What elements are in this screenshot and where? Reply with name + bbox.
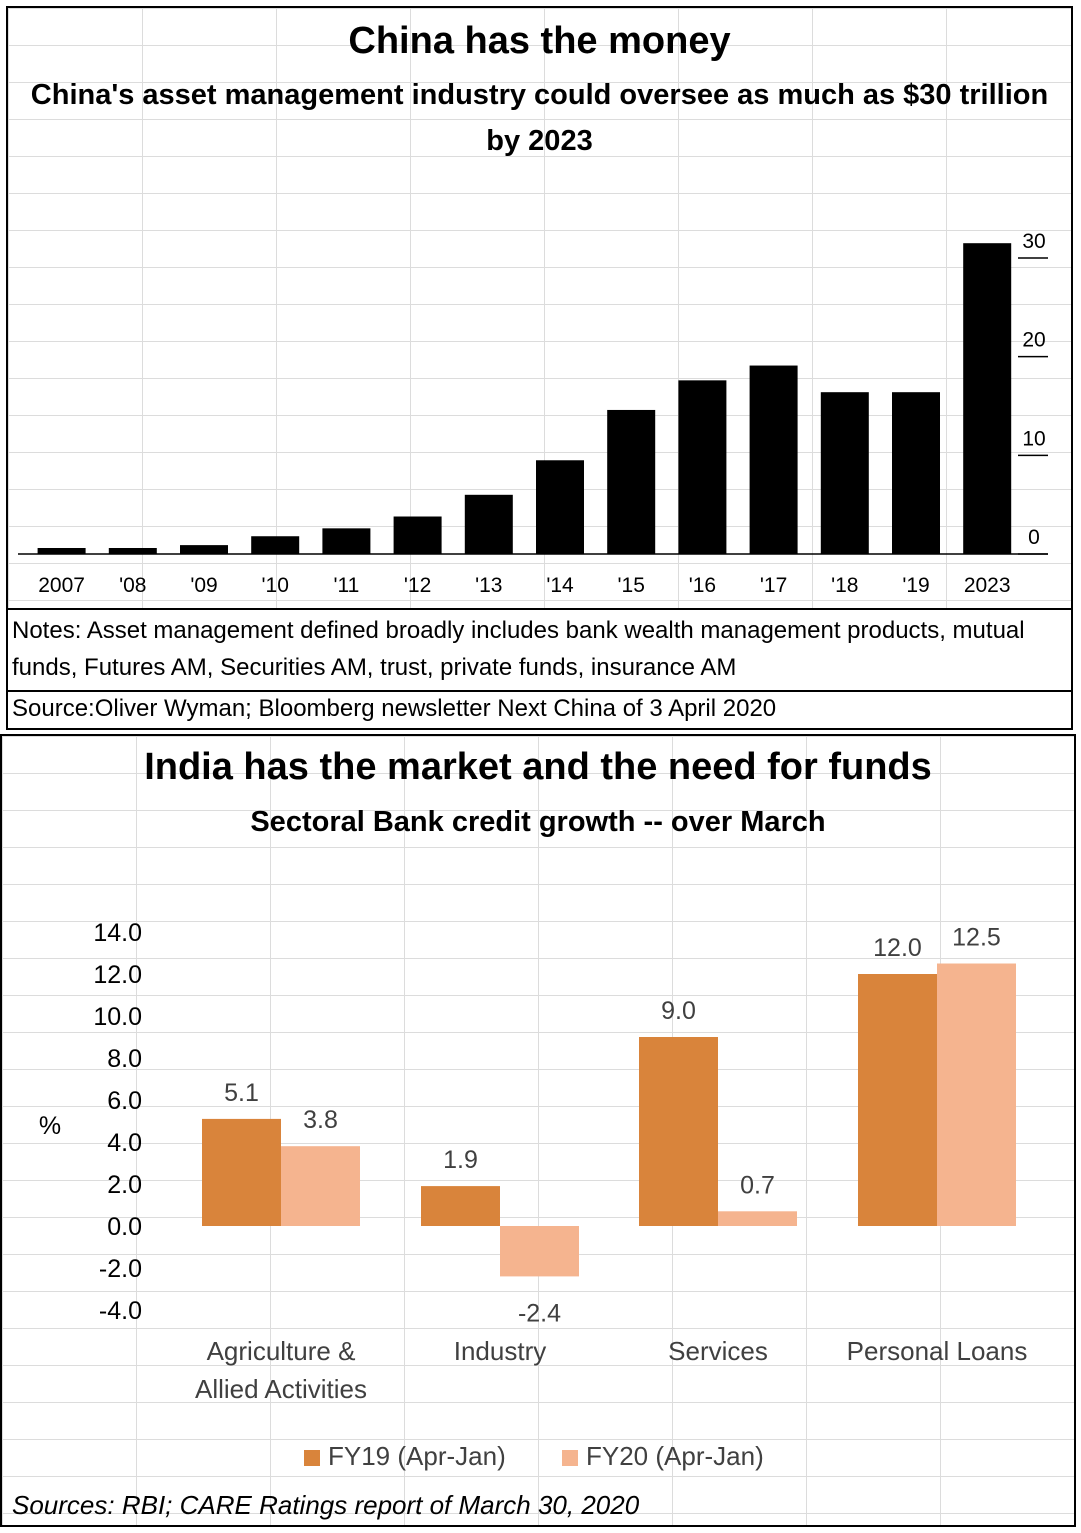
x-category-label: Services bbox=[668, 1336, 768, 1366]
china-title: China has the money bbox=[348, 20, 731, 62]
x-tick-label: '15 bbox=[618, 574, 645, 597]
x-tick-label: '17 bbox=[760, 574, 787, 597]
legend-label-fy19: FY19 (Apr-Jan) bbox=[328, 1441, 506, 1471]
x-tick-label: '11 bbox=[333, 574, 359, 597]
x-category-label: Personal Loans bbox=[847, 1336, 1028, 1366]
legend-swatch-fy19 bbox=[304, 1450, 320, 1467]
x-category-label-line: Agriculture & bbox=[207, 1336, 356, 1366]
x-tick-label: '08 bbox=[119, 574, 146, 597]
y-tick-label: 0 bbox=[1028, 526, 1040, 549]
bar bbox=[281, 1146, 360, 1226]
y-tick-label: 12.0 bbox=[93, 961, 142, 989]
bar bbox=[639, 1037, 718, 1226]
india-bar-chart: 14.0 12.0 10.0 8.0 6.0 4.0 2.0 0.0 -2.0 -4.0% 5.1 3… bbox=[39, 919, 1028, 1404]
y-axis-label: % bbox=[39, 1112, 61, 1140]
bar bbox=[892, 392, 940, 554]
bar bbox=[963, 243, 1012, 554]
y-tick-label: 8.0 bbox=[107, 1045, 142, 1073]
x-category-label-line: Allied Activities bbox=[195, 1374, 367, 1404]
india-sources: Sources: RBI; CARE Ratings report of Mar… bbox=[12, 1490, 640, 1520]
china-bar-chart: 0 10 20 30 2007 '08 '09 '10 '11 '12 '13 '14 '15 '16 '1… bbox=[18, 230, 1048, 597]
data-label: 0.7 bbox=[740, 1171, 775, 1199]
bar bbox=[937, 963, 1016, 1226]
x-tick-label: '14 bbox=[546, 574, 574, 597]
india-subtitle: Sectoral Bank credit growth -- over Marc… bbox=[250, 806, 826, 838]
y-tick-label: -4.0 bbox=[99, 1297, 142, 1325]
y-tick-label: 6.0 bbox=[107, 1087, 142, 1115]
data-label: 3.8 bbox=[303, 1106, 338, 1134]
x-tick-label: '18 bbox=[831, 574, 858, 597]
data-label: 12.5 bbox=[952, 924, 1001, 952]
x-category-label-line: Services bbox=[668, 1336, 768, 1366]
x-category-label: Agriculture & Allied Activities bbox=[195, 1336, 367, 1404]
china-notes: Notes: Asset management defined broadly … bbox=[8, 608, 1071, 690]
india-title: India has the market and the need for fu… bbox=[144, 746, 932, 788]
data-label: -2.4 bbox=[518, 1299, 561, 1327]
y-tick-label: 20 bbox=[1022, 329, 1045, 352]
china-subtitle: China's asset management industry could … bbox=[30, 79, 1049, 157]
bar bbox=[678, 380, 727, 554]
bar bbox=[464, 494, 513, 554]
bar bbox=[536, 460, 584, 554]
bar bbox=[607, 409, 656, 554]
y-tick-label: 10 bbox=[1022, 427, 1045, 450]
data-label: 5.1 bbox=[224, 1079, 259, 1107]
legend-item-fy19: FY19 (Apr-Jan) bbox=[304, 1441, 506, 1472]
bar bbox=[421, 1186, 500, 1226]
bar bbox=[37, 548, 86, 554]
y-tick-label: 0.0 bbox=[107, 1213, 142, 1241]
data-label: 9.0 bbox=[661, 997, 696, 1025]
china-panel: China has the money China's asset manage… bbox=[6, 6, 1073, 730]
x-tick-label: 2007 bbox=[38, 574, 85, 597]
data-label: 12.0 bbox=[873, 934, 922, 962]
bar bbox=[322, 528, 371, 554]
bar bbox=[718, 1211, 797, 1226]
bar bbox=[820, 392, 869, 554]
x-category-label-line: Industry bbox=[454, 1336, 547, 1366]
y-tick-label: 4.0 bbox=[107, 1129, 142, 1157]
x-category-label-line: Personal Loans bbox=[847, 1336, 1028, 1366]
bar bbox=[858, 974, 937, 1226]
x-tick-label: '13 bbox=[475, 574, 502, 597]
x-category-label: Industry bbox=[454, 1336, 547, 1366]
x-tick-label: 2023 bbox=[964, 574, 1011, 597]
x-tick-label: '10 bbox=[262, 574, 289, 597]
bar bbox=[500, 1226, 579, 1277]
china-source: Source:Oliver Wyman; Bloomberg newslette… bbox=[8, 690, 1071, 728]
bar bbox=[180, 545, 228, 554]
x-tick-label: '12 bbox=[404, 574, 431, 597]
y-tick-label: 2.0 bbox=[107, 1171, 142, 1199]
bar bbox=[202, 1118, 281, 1226]
x-tick-label: '19 bbox=[902, 574, 929, 597]
data-label: 1.9 bbox=[443, 1146, 478, 1174]
legend-label-fy20: FY20 (Apr-Jan) bbox=[586, 1441, 764, 1471]
y-tick-label: -2.0 bbox=[99, 1255, 142, 1283]
y-tick-label: 10.0 bbox=[93, 1003, 142, 1031]
y-tick-label: 14.0 bbox=[93, 919, 142, 947]
x-tick-label: '16 bbox=[689, 574, 716, 597]
bar bbox=[749, 365, 798, 554]
legend-swatch-fy20 bbox=[562, 1450, 578, 1467]
legend-item-fy20: FY20 (Apr-Jan) bbox=[562, 1441, 764, 1472]
x-tick-label: '09 bbox=[190, 574, 217, 597]
bar bbox=[251, 536, 300, 554]
bar bbox=[108, 548, 157, 554]
india-panel: India has the market and the need for fu… bbox=[0, 734, 1076, 1527]
y-tick-label: 30 bbox=[1022, 230, 1045, 253]
bar bbox=[393, 516, 442, 554]
